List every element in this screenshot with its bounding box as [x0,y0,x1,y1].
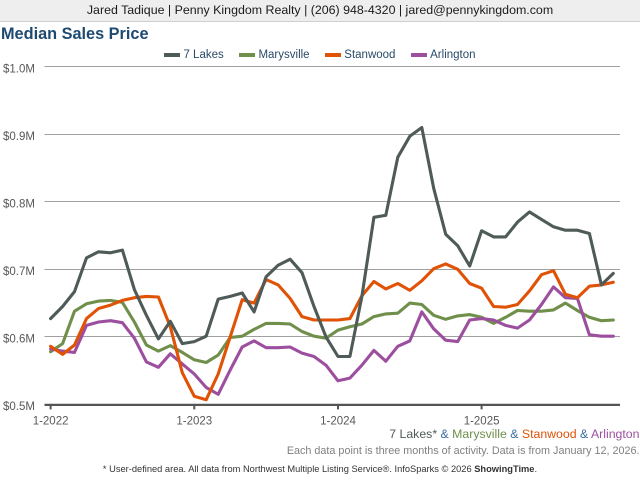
svg-text:$0.8M: $0.8M [3,199,35,211]
svg-text:$0.7M: $0.7M [3,266,35,278]
svg-text:$0.9M: $0.9M [3,131,35,143]
svg-text:1-2023: 1-2023 [176,416,212,428]
svg-text:$0.5M: $0.5M [3,401,35,413]
svg-text:1-2024: 1-2024 [320,416,356,428]
svg-text:$1.0M: $1.0M [3,64,35,76]
svg-text:1-2022: 1-2022 [33,416,69,428]
svg-text:$0.6M: $0.6M [3,334,35,346]
svg-text:1-2025: 1-2025 [464,416,500,428]
